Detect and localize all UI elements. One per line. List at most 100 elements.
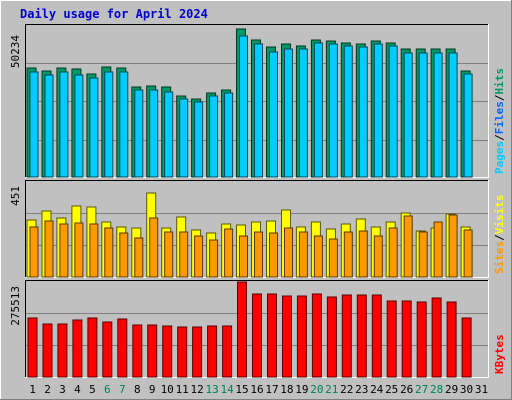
bar-kbytes-day-26	[401, 300, 412, 378]
bar-sites-day-23	[358, 230, 368, 278]
bar-files-day-13	[209, 95, 219, 178]
chart-title: Daily usage for April 2024	[20, 7, 208, 21]
bar-sites-day-16	[254, 231, 263, 278]
bar-files-day-24	[373, 43, 383, 178]
right-axis-label: Sites/Visits	[493, 195, 506, 275]
day-label-15: 15	[235, 383, 248, 396]
bar-files-day-15	[239, 35, 248, 178]
bar-sites-day-3	[59, 223, 69, 278]
bar-kbytes-day-23	[356, 294, 367, 378]
day-label-23: 23	[355, 383, 368, 396]
right-axis-label: Pages/Files/Hits	[493, 68, 506, 174]
bar-files-day-9	[149, 89, 159, 178]
bar-files-day-10	[164, 91, 174, 178]
bar-kbytes-day-29	[446, 301, 457, 378]
bar-sites-day-18	[284, 227, 293, 278]
bar-files-day-5	[89, 77, 99, 178]
bar-kbytes-day-19	[296, 295, 307, 378]
day-label-6: 6	[104, 383, 111, 396]
day-label-19: 19	[295, 383, 308, 396]
bar-sites-day-1	[29, 226, 39, 278]
day-label-25: 25	[385, 383, 398, 396]
y-max-label: 275513	[9, 286, 22, 326]
bar-kbytes-day-5	[87, 317, 98, 378]
bar-files-day-25	[388, 45, 398, 178]
bar-files-day-23	[358, 46, 368, 178]
day-label-17: 17	[265, 383, 278, 396]
bar-files-day-19	[298, 48, 308, 178]
bar-files-day-16	[254, 43, 263, 178]
bar-kbytes-day-11	[177, 326, 188, 378]
day-label-24: 24	[370, 383, 384, 396]
bar-sites-day-14	[224, 228, 234, 278]
day-label-18: 18	[280, 383, 293, 396]
axis-label-hits: Hits	[493, 68, 506, 95]
day-label-7: 7	[119, 383, 126, 396]
bar-files-day-26	[403, 52, 413, 178]
day-label-8: 8	[134, 383, 141, 396]
axis-label-separator: /	[493, 234, 506, 241]
axis-label-separator: /	[493, 94, 506, 101]
bar-kbytes-day-25	[386, 300, 397, 378]
bar-files-day-4	[74, 74, 84, 178]
day-label-2: 2	[44, 383, 51, 396]
day-label-16: 16	[250, 383, 263, 396]
day-label-22: 22	[340, 383, 353, 396]
bar-kbytes-day-2	[42, 323, 53, 378]
bar-files-day-30	[463, 73, 473, 178]
bar-files-day-6	[104, 71, 114, 178]
bar-files-day-17	[269, 51, 278, 178]
bar-kbytes-day-1	[27, 317, 38, 378]
day-label-27: 27	[415, 383, 428, 396]
y-max-label: 50234	[9, 35, 22, 68]
day-label-29: 29	[445, 383, 458, 396]
bar-sites-day-10	[164, 231, 174, 278]
bar-kbytes-day-21	[326, 296, 337, 378]
bar-kbytes-day-7	[117, 318, 128, 378]
bar-kbytes-day-16	[252, 293, 262, 378]
bar-sites-day-2	[44, 220, 54, 278]
day-label-31: 31	[475, 383, 488, 396]
bar-sites-day-15	[239, 235, 248, 278]
bar-sites-day-12	[194, 235, 204, 278]
bar-files-day-7	[119, 71, 129, 178]
axis-label-kbytes: KBytes	[493, 334, 506, 374]
bar-sites-day-29	[448, 214, 458, 278]
day-label-1: 1	[29, 383, 36, 396]
bar-kbytes-day-28	[431, 297, 442, 378]
axis-label-visits: Visits	[493, 195, 506, 235]
day-label-13: 13	[205, 383, 218, 396]
bar-kbytes-day-3	[57, 323, 68, 378]
bar-sites-day-5	[89, 223, 99, 278]
bar-sites-day-9	[149, 217, 159, 278]
bar-sites-day-22	[343, 231, 353, 278]
day-label-26: 26	[400, 383, 413, 396]
bar-files-day-18	[284, 48, 293, 178]
bar-kbytes-day-27	[416, 301, 427, 378]
bar-kbytes-day-8	[132, 324, 143, 378]
day-label-4: 4	[74, 383, 81, 396]
y-max-label: 451	[9, 186, 22, 206]
day-label-14: 14	[220, 383, 234, 396]
day-label-9: 9	[149, 383, 156, 396]
bar-sites-day-7	[119, 232, 129, 278]
bar-kbytes-day-13	[207, 325, 218, 378]
bar-sites-day-17	[269, 232, 278, 278]
bar-sites-day-27	[418, 231, 428, 278]
bar-files-day-27	[418, 52, 428, 178]
bar-kbytes-day-10	[162, 325, 173, 378]
day-label-30: 30	[460, 383, 473, 396]
axis-label-files: Files	[493, 101, 506, 134]
day-label-12: 12	[190, 383, 203, 396]
bar-files-day-12	[194, 101, 204, 178]
bar-sites-day-11	[179, 231, 189, 278]
bar-sites-day-13	[209, 239, 219, 278]
bar-sites-day-6	[104, 227, 114, 278]
bar-kbytes-day-24	[371, 294, 382, 378]
right-axis-label: KBytes	[493, 334, 506, 374]
bar-files-day-1	[29, 71, 39, 178]
bar-kbytes-day-14	[222, 325, 233, 378]
bar-kbytes-day-12	[192, 326, 203, 378]
